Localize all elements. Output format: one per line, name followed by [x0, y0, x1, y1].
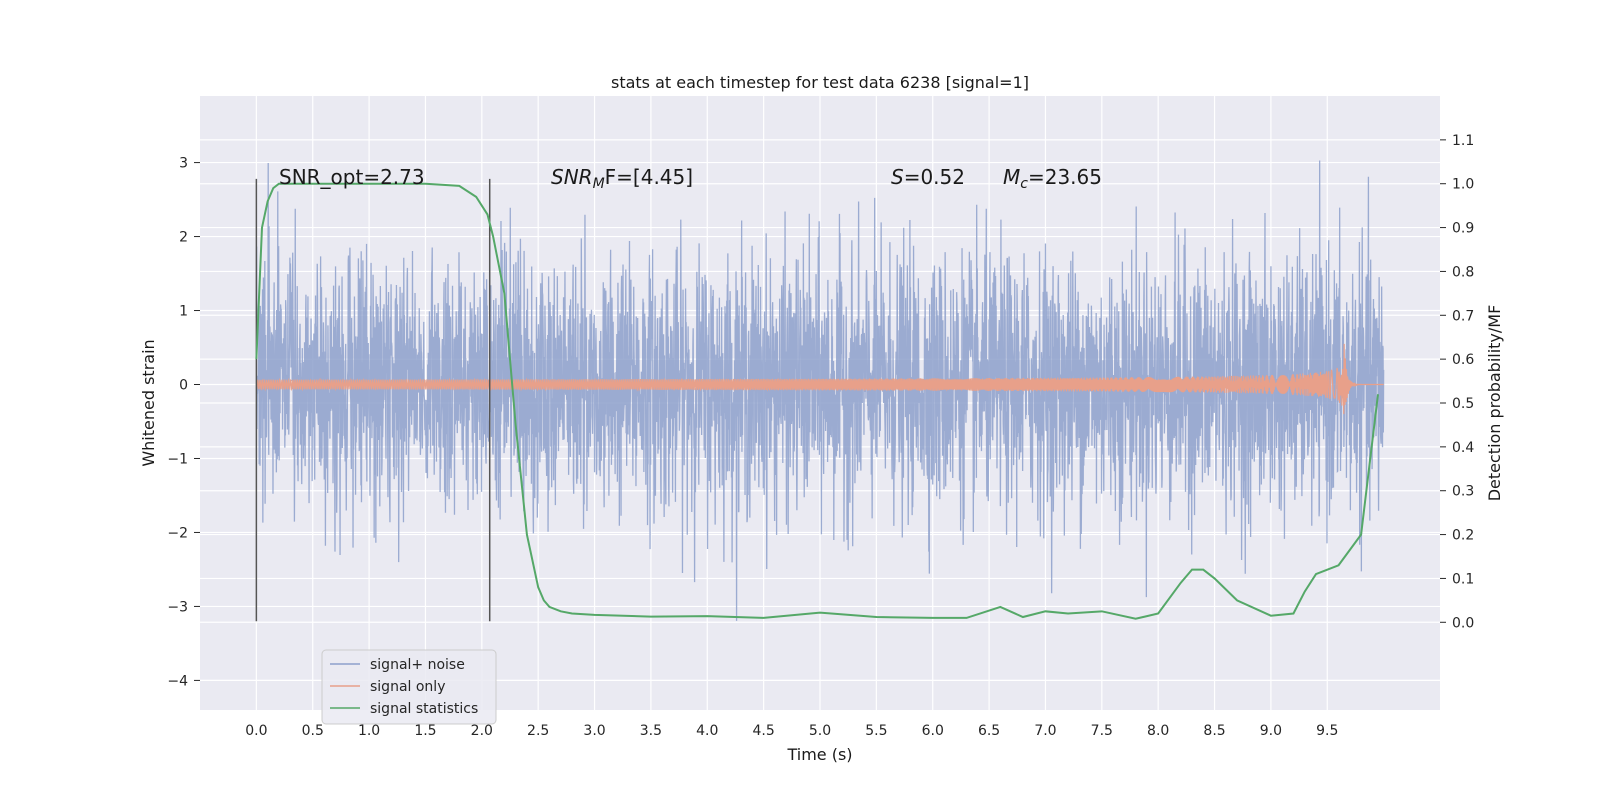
annotation-snr-mf: SNRMF=[4.45] [551, 165, 693, 192]
x-tick-label: 0.5 [302, 723, 324, 739]
snr-mf-subscript: M [593, 176, 605, 192]
legend-label-noise: signal+ noise [370, 657, 465, 673]
signal-only-line [255, 343, 1384, 415]
y-ticks: 3 2 1 0 −1 −2 −3 −4 [167, 156, 200, 689]
x-tick-label: 9.0 [1260, 723, 1282, 739]
y-right-tick-label: 0.5 [1452, 396, 1474, 412]
y-right-axis-label: Detection probability/MF [1485, 305, 1504, 502]
mc-value: =23.65 [1028, 165, 1102, 189]
x-tick-label: 2.0 [471, 723, 493, 739]
x-tick-label: 8.5 [1203, 723, 1225, 739]
legend-label-signal: signal only [370, 679, 445, 695]
y-right-tick-label: 0.9 [1452, 221, 1474, 237]
y-tick-label: −3 [167, 599, 188, 615]
y-right-tick-label: 0.8 [1452, 264, 1474, 280]
x-tick-label: 1.5 [414, 723, 436, 739]
y-tick-label: −2 [167, 525, 188, 541]
annotation-mc: Mc=23.65 [1003, 165, 1102, 192]
y-right-ticks: 1.1 1.0 0.9 0.8 0.7 0.6 0.5 0.4 0.3 0.2 0.1 0.0 [1440, 133, 1474, 631]
y-right-tick-label: 0.3 [1452, 484, 1474, 500]
legend: signal+ noise signal only signal statist… [321, 649, 497, 725]
y-right-tick-label: 1.1 [1452, 133, 1474, 149]
x-tick-label: 6.5 [978, 723, 1000, 739]
signal-statistics-line [255, 182, 1379, 620]
legend-label-stats: signal statistics [370, 701, 478, 717]
y-right-tick-label: 0.2 [1452, 528, 1474, 544]
mc-symbol: M [1003, 165, 1020, 189]
x-tick-label: 4.0 [696, 723, 718, 739]
vertical-markers [255, 178, 491, 622]
x-tick-label: 3.0 [583, 723, 605, 739]
y-right-tick-label: 0.7 [1452, 308, 1474, 324]
y-right-tick-label: 0.6 [1452, 352, 1474, 368]
y-tick-label: −1 [167, 451, 188, 467]
x-tick-label: 9.5 [1316, 723, 1338, 739]
x-tick-label: 4.5 [753, 723, 775, 739]
y-right-tick-label: 0.1 [1452, 571, 1474, 587]
x-tick-label: 3.5 [640, 723, 662, 739]
x-tick-label: 7.5 [1091, 723, 1113, 739]
s-value: =0.52 [904, 165, 965, 189]
y-tick-label: 0 [179, 378, 188, 394]
x-tick-label: 6.0 [922, 723, 944, 739]
y-axis-label: Whitened strain [139, 339, 158, 466]
snr-mf-symbol: SNR [551, 165, 593, 189]
x-ticks: 0.0 0.5 1.0 1.5 2.0 2.5 3.0 3.5 4.0 4.5 5.0 5.5 6.0 6… [245, 723, 1338, 739]
y-right-tick-label: 0.0 [1452, 615, 1474, 631]
snr-mf-value: F=[4.45] [605, 165, 693, 189]
y-tick-label: −4 [167, 673, 188, 689]
annotation-s: S=0.52 [891, 165, 965, 189]
y-tick-label: 2 [179, 230, 188, 246]
signal-statistics-series [255, 182, 1379, 620]
x-tick-label: 1.0 [358, 723, 380, 739]
x-tick-label: 7.0 [1034, 723, 1056, 739]
x-tick-label: 5.5 [865, 723, 887, 739]
x-tick-label: 0.0 [245, 723, 267, 739]
signal-only-series [255, 343, 1384, 415]
annotation-snr-opt: SNR_opt=2.73 [279, 165, 425, 189]
mc-subscript: c [1020, 176, 1028, 192]
x-tick-label: 5.0 [809, 723, 831, 739]
y-tick-label: 3 [179, 156, 188, 172]
y-right-tick-label: 0.4 [1452, 440, 1474, 456]
legend-box [321, 649, 497, 725]
x-axis-label: Time (s) [786, 745, 852, 764]
y-tick-label: 1 [179, 304, 188, 320]
s-symbol: S [891, 165, 904, 189]
chart-title: stats at each timestep for test data 623… [611, 73, 1029, 92]
x-tick-label: 2.5 [527, 723, 549, 739]
y-right-tick-label: 1.0 [1452, 177, 1474, 193]
x-tick-label: 8.0 [1147, 723, 1169, 739]
